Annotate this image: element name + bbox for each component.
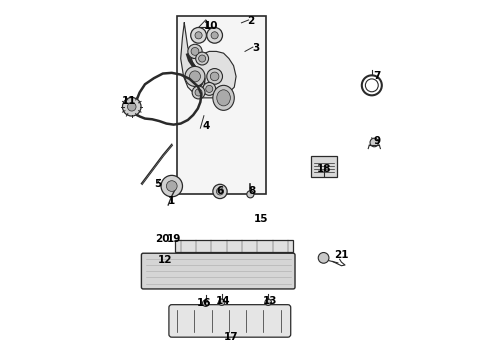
Text: 9: 9: [373, 136, 381, 146]
Text: 10: 10: [204, 21, 219, 31]
Polygon shape: [181, 23, 236, 98]
Text: 18: 18: [317, 164, 331, 174]
Text: 16: 16: [196, 298, 211, 308]
Text: 8: 8: [248, 186, 256, 196]
Circle shape: [191, 27, 206, 43]
Text: 7: 7: [373, 71, 381, 81]
Circle shape: [219, 299, 225, 305]
Circle shape: [247, 191, 254, 198]
Circle shape: [213, 184, 227, 199]
Circle shape: [192, 86, 205, 99]
Text: 3: 3: [252, 43, 259, 53]
Circle shape: [202, 300, 209, 306]
Ellipse shape: [213, 85, 234, 111]
Circle shape: [190, 71, 200, 82]
Text: 21: 21: [334, 250, 349, 260]
Circle shape: [185, 66, 205, 86]
Circle shape: [318, 252, 329, 263]
Text: 19: 19: [167, 234, 181, 244]
Circle shape: [207, 27, 222, 43]
Circle shape: [161, 175, 182, 197]
Circle shape: [198, 55, 206, 62]
Circle shape: [211, 32, 218, 39]
Circle shape: [122, 98, 141, 116]
Text: 6: 6: [217, 186, 223, 196]
Ellipse shape: [217, 90, 230, 106]
Circle shape: [203, 82, 216, 95]
Text: 4: 4: [202, 121, 209, 131]
Circle shape: [127, 103, 136, 111]
Circle shape: [206, 85, 213, 93]
Circle shape: [217, 188, 223, 195]
Text: 11: 11: [122, 96, 136, 107]
Circle shape: [167, 181, 177, 192]
FancyBboxPatch shape: [142, 253, 295, 289]
Text: 2: 2: [247, 16, 254, 26]
Text: 15: 15: [254, 214, 269, 224]
Text: 13: 13: [263, 296, 277, 306]
Text: 1: 1: [168, 197, 175, 206]
Circle shape: [196, 52, 209, 65]
FancyBboxPatch shape: [169, 305, 291, 337]
Circle shape: [195, 32, 202, 39]
Text: 14: 14: [216, 296, 231, 306]
Text: 12: 12: [157, 255, 172, 265]
Text: 5: 5: [154, 179, 161, 189]
Circle shape: [191, 48, 199, 55]
Circle shape: [210, 72, 219, 81]
Bar: [311, 157, 337, 177]
Text: 17: 17: [223, 332, 238, 342]
Circle shape: [370, 138, 379, 147]
Circle shape: [188, 44, 202, 59]
Text: 20: 20: [156, 234, 170, 244]
Bar: [177, 16, 267, 194]
Circle shape: [207, 68, 222, 84]
Circle shape: [265, 299, 271, 305]
Bar: [175, 240, 293, 252]
Circle shape: [195, 89, 202, 96]
